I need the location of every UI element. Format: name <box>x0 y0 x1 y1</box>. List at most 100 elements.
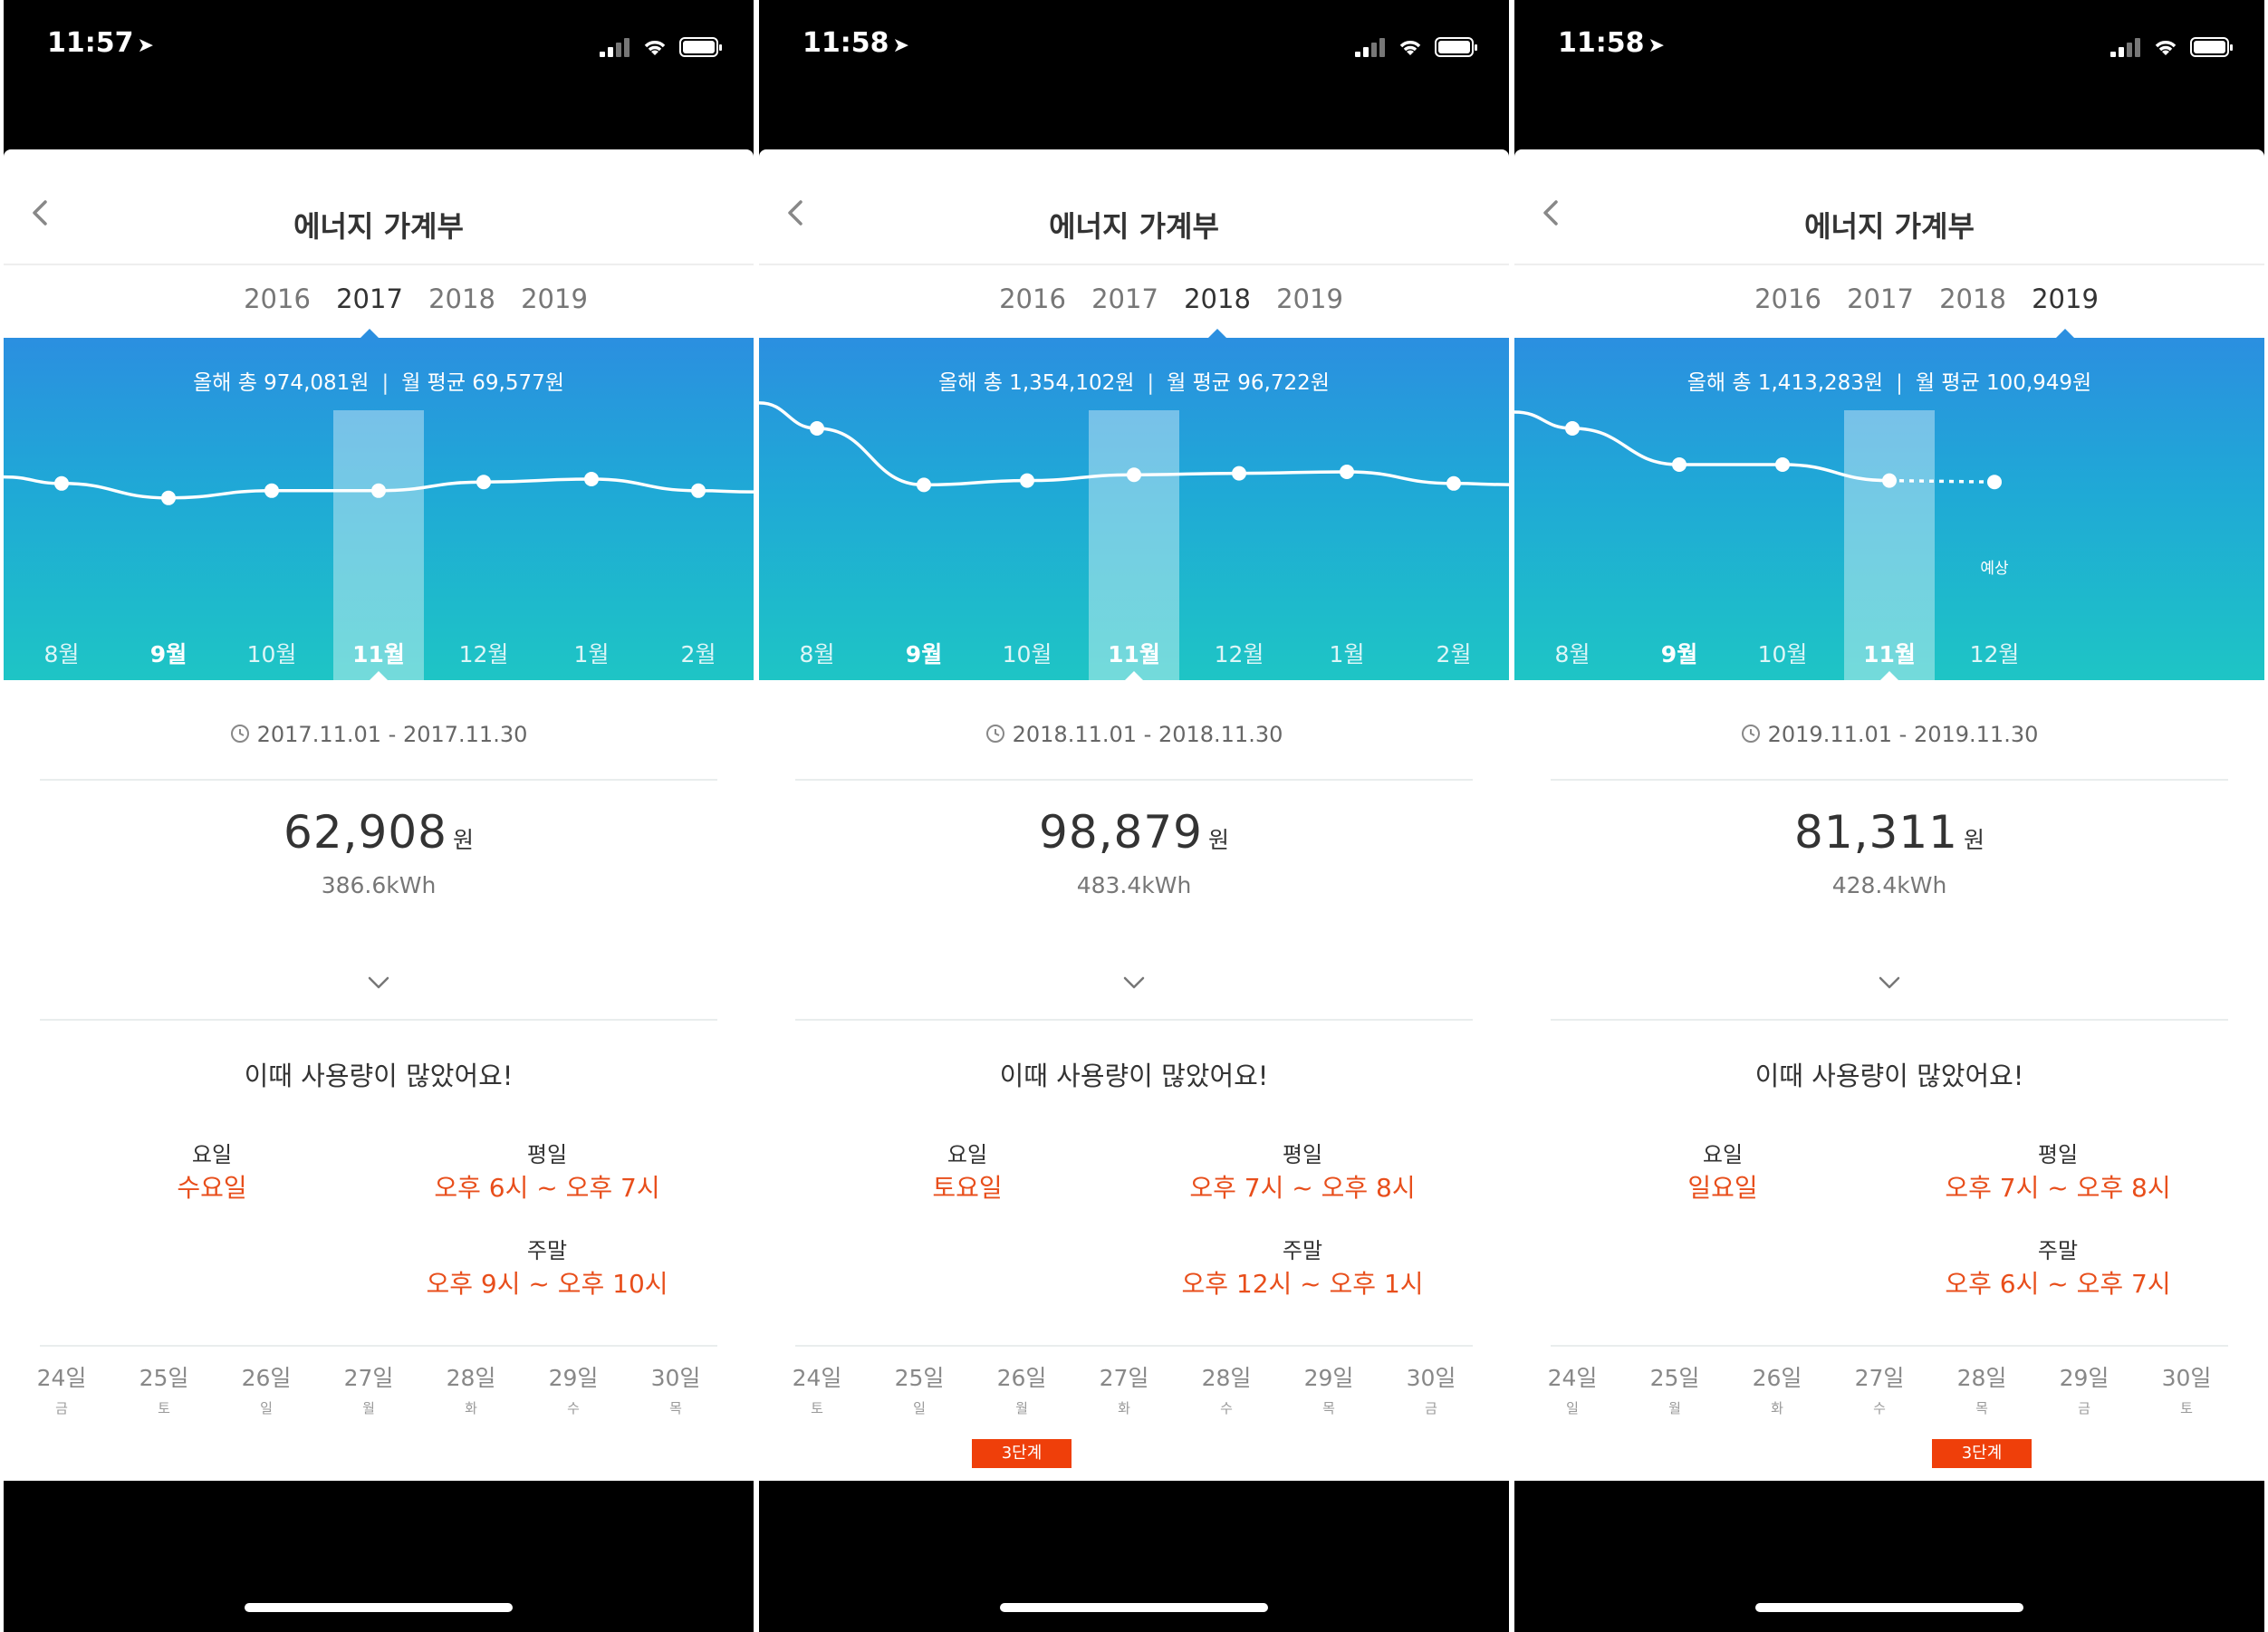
month-label-4[interactable]: 11월 <box>1108 641 1160 667</box>
day-column[interactable]: 26일 화 <box>1741 1360 1813 1417</box>
amount-unit: 원 <box>452 827 474 853</box>
day-column[interactable]: 26일 월 <box>985 1360 1058 1417</box>
day-column[interactable]: 24일 금 <box>25 1360 98 1417</box>
day-column[interactable]: 28일 화 <box>435 1360 507 1417</box>
selected-month-highlight[interactable] <box>333 410 424 680</box>
data-point-11월[interactable] <box>371 483 386 498</box>
chevron-down-icon[interactable] <box>360 969 397 996</box>
back-icon[interactable] <box>22 193 62 233</box>
status-time: 11:58 ➤ <box>802 27 909 59</box>
chevron-down-icon[interactable] <box>1871 969 1908 996</box>
day-column[interactable]: 28일 수 <box>1190 1360 1263 1417</box>
battery-icon <box>679 37 722 57</box>
data-point-12월[interactable] <box>1232 466 1246 481</box>
data-point-12월[interactable] <box>1987 475 2002 490</box>
month-label-5[interactable]: 12월 <box>458 641 509 667</box>
data-point-2월[interactable] <box>1446 475 1461 491</box>
data-point-11월[interactable] <box>1882 473 1897 488</box>
data-point-9월[interactable] <box>161 490 176 505</box>
tab-year-2018[interactable]: 2018 <box>428 283 495 314</box>
day-column[interactable]: 24일 일 <box>1536 1360 1609 1417</box>
month-label-1[interactable]: 8월 <box>799 641 835 667</box>
data-point-10월[interactable] <box>1775 457 1790 472</box>
day-column[interactable]: 25일 일 <box>883 1360 956 1417</box>
day-column[interactable]: 25일 토 <box>128 1360 200 1417</box>
back-icon[interactable] <box>1533 193 1572 233</box>
day-of-week: 금 <box>2078 1400 2090 1416</box>
day-column[interactable]: 26일 일 <box>230 1360 303 1417</box>
tab-year-2017[interactable]: 2017 <box>1847 283 1914 314</box>
day-of-week: 화 <box>1771 1400 1783 1416</box>
tab-year-2017[interactable]: 2017 <box>336 283 403 314</box>
month-label-4[interactable]: 11월 <box>352 641 405 667</box>
day-of-week: 목 <box>669 1400 682 1416</box>
data-point-1월[interactable] <box>584 472 599 486</box>
monthly-amount: 81,311 원 <box>1514 806 2264 859</box>
location-arrow-icon: ➤ <box>1648 34 1665 57</box>
day-column[interactable]: 29일 수 <box>537 1360 610 1417</box>
signal-icon <box>2110 38 2140 57</box>
tab-year-2019[interactable]: 2019 <box>2032 283 2099 314</box>
data-point-12월[interactable] <box>476 475 491 490</box>
day-column[interactable]: 28일 목 <box>1946 1360 2018 1417</box>
home-indicator[interactable] <box>1755 1603 2023 1612</box>
back-icon[interactable] <box>777 193 817 233</box>
peak-usage-title: 이때 사용량이 많았어요! <box>1754 1061 2024 1091</box>
tab-year-2017[interactable]: 2017 <box>1091 283 1158 314</box>
tab-year-2016[interactable]: 2016 <box>244 283 311 314</box>
month-label-1[interactable]: 8월 <box>43 641 80 667</box>
home-indicator[interactable] <box>245 1603 513 1612</box>
chevron-down-icon[interactable] <box>1116 969 1152 996</box>
tab-year-2018[interactable]: 2018 <box>1184 283 1251 314</box>
data-point-8월[interactable] <box>54 475 69 491</box>
day-column[interactable]: 30일 토 <box>2150 1360 2223 1417</box>
month-label-1[interactable]: 8월 <box>1554 641 1590 667</box>
billing-period: 2019.11.01 - 2019.11.30 <box>1514 722 2264 747</box>
month-label-5[interactable]: 12월 <box>1969 641 2020 667</box>
month-label-7[interactable]: 2월 <box>1436 641 1472 667</box>
selected-month-highlight[interactable] <box>1844 410 1935 680</box>
month-label-2[interactable]: 9월 <box>905 641 943 667</box>
data-point-8월[interactable] <box>810 421 824 436</box>
day-column[interactable]: 29일 목 <box>1293 1360 1365 1417</box>
month-label-3[interactable]: 10월 <box>1757 641 1808 667</box>
data-point-2월[interactable] <box>691 483 706 498</box>
month-label-4[interactable]: 11월 <box>1863 641 1916 667</box>
month-label-2[interactable]: 9월 <box>149 641 187 667</box>
data-point-1월[interactable] <box>1340 465 1354 479</box>
data-point-9월[interactable] <box>1672 457 1687 472</box>
home-indicator[interactable] <box>1000 1603 1268 1612</box>
month-label-6[interactable]: 1월 <box>573 641 610 667</box>
day-number: 26일 <box>241 1365 292 1391</box>
data-point-8월[interactable] <box>1565 421 1580 436</box>
month-label-7[interactable]: 2월 <box>680 641 716 667</box>
data-point-11월[interactable] <box>1127 467 1141 483</box>
energy-usage: 483.4kWh <box>1076 872 1192 898</box>
tab-year-2016[interactable]: 2016 <box>999 283 1066 314</box>
day-column[interactable]: 25일 월 <box>1639 1360 1711 1417</box>
tab-year-2018[interactable]: 2018 <box>1939 283 2006 314</box>
tab-year-2019[interactable]: 2019 <box>521 283 588 314</box>
tab-year-2019[interactable]: 2019 <box>1276 283 1343 314</box>
day-number: 28일 <box>1956 1365 2007 1391</box>
data-point-10월[interactable] <box>1020 473 1034 488</box>
month-label-2[interactable]: 9월 <box>1660 641 1698 667</box>
day-column[interactable]: 27일 화 <box>1088 1360 1160 1417</box>
month-label-6[interactable]: 1월 <box>1329 641 1365 667</box>
day-column[interactable]: 24일 토 <box>781 1360 853 1417</box>
amount-unit: 원 <box>1207 827 1229 853</box>
day-column[interactable]: 30일 금 <box>1395 1360 1467 1417</box>
tab-year-2016[interactable]: 2016 <box>1754 283 1821 314</box>
selected-month-highlight[interactable] <box>1089 410 1179 680</box>
month-label-3[interactable]: 10월 <box>246 641 297 667</box>
month-label-5[interactable]: 12월 <box>1214 641 1264 667</box>
day-column[interactable]: 29일 금 <box>2048 1360 2120 1417</box>
month-label-3[interactable]: 10월 <box>1002 641 1052 667</box>
day-column[interactable]: 27일 수 <box>1843 1360 1916 1417</box>
day-column[interactable]: 27일 월 <box>332 1360 405 1417</box>
data-point-9월[interactable] <box>917 477 931 493</box>
day-column[interactable]: 30일 목 <box>639 1360 712 1417</box>
day-number: 28일 <box>446 1365 496 1391</box>
data-point-10월[interactable] <box>264 483 279 498</box>
wifi-icon <box>2155 41 2177 55</box>
